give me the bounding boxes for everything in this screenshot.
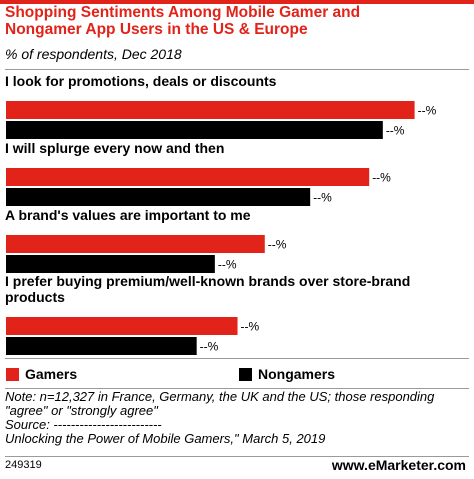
chart-id: 249319 [5, 459, 42, 471]
bar-nongamers-2 [6, 188, 311, 206]
bar-nongamers-4 [6, 337, 197, 355]
category-label: I will splurge every now and then [5, 140, 224, 156]
chart-subtitle: % of respondents, Dec 2018 [5, 46, 182, 62]
footer-separator [5, 456, 469, 457]
note-line-2: "agree" or "strongly agree" [5, 403, 158, 418]
data-label: --% [313, 191, 332, 205]
chart-title-line-2: Nongamer App Users in the US & Europe [5, 21, 308, 38]
bar-chart: I look for promotions, deals or discount… [5, 73, 437, 355]
data-label: --% [200, 340, 219, 354]
top-accent-rule [0, 0, 474, 4]
chart-separator [5, 358, 469, 359]
category-label: products [5, 289, 65, 305]
legend-separator [5, 388, 469, 389]
chart-title-line-1: Shopping Sentiments Among Mobile Gamer a… [5, 4, 361, 21]
category-label: I prefer buying premium/well-known brand… [5, 273, 410, 289]
legend-swatch-nongamers [239, 368, 252, 381]
data-label: --% [386, 124, 405, 138]
bar-nongamers-3 [6, 255, 215, 273]
legend-label-nongamers: Nongamers [258, 366, 336, 382]
note-line-3: Source: ------------------------- [5, 417, 162, 432]
bar-gamers-4 [6, 317, 238, 335]
data-label: --% [372, 171, 391, 185]
data-label: --% [268, 238, 287, 252]
emarketer-brand[interactable]: www.eMarketer.com [332, 457, 466, 473]
chart-title: Shopping Sentiments Among Mobile Gamer a… [5, 4, 467, 38]
legend-label-gamers: Gamers [25, 366, 78, 382]
category-label: A brand's values are important to me [5, 207, 251, 223]
data-label: --% [241, 320, 260, 334]
legend-swatch-gamers [6, 368, 19, 381]
data-label: --% [418, 104, 437, 118]
note-line-4: Unlocking the Power of Mobile Gamers," M… [5, 431, 326, 446]
bar-gamers-2 [6, 168, 370, 186]
bar-gamers-3 [6, 235, 265, 253]
header-separator [5, 69, 469, 70]
bar-gamers-1 [6, 101, 415, 119]
brand-text: www.eMarketer.com [331, 457, 466, 473]
data-label: --% [218, 258, 237, 272]
note-line-1: Note: n=12,327 in France, Germany, the U… [5, 389, 435, 404]
category-label: I look for promotions, deals or discount… [5, 73, 277, 89]
bar-nongamers-1 [6, 121, 383, 139]
source-note: Note: n=12,327 in France, Germany, the U… [5, 390, 469, 446]
